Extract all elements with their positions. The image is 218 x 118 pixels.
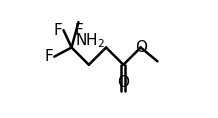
Text: O: O <box>118 75 129 90</box>
Text: F: F <box>44 49 53 64</box>
Text: F: F <box>74 23 83 38</box>
Text: O: O <box>135 40 147 55</box>
Text: NH$_2$: NH$_2$ <box>75 31 105 50</box>
Text: F: F <box>54 23 62 38</box>
